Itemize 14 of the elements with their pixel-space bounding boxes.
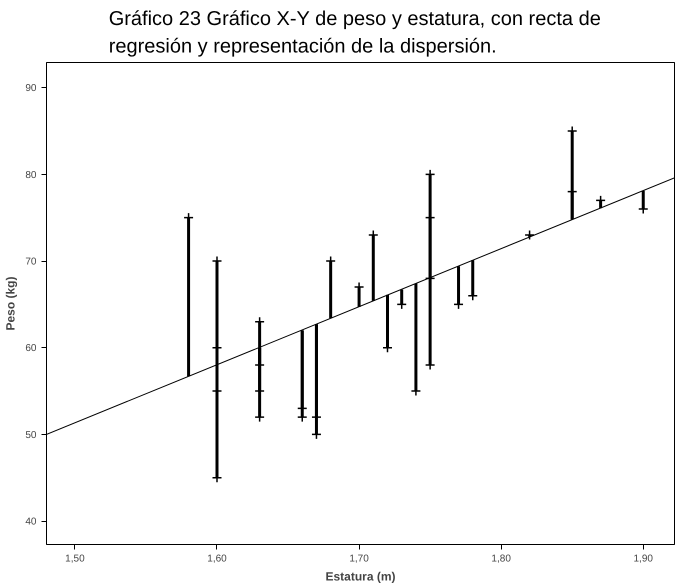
x-tick-label: 1,60 <box>207 554 228 564</box>
y-tick-label: 90 <box>25 83 37 94</box>
y-tick-label: 80 <box>25 170 37 181</box>
y-axis-title: Peso (kg) <box>3 276 18 331</box>
x-axis-title: Estatura (m) <box>325 570 396 584</box>
y-tick-label: 40 <box>25 516 37 528</box>
y-tick-label: 70 <box>25 256 37 268</box>
x-tick-label: 1,80 <box>491 554 512 564</box>
y-tick-label: 60 <box>25 343 37 354</box>
y-tick-label: 50 <box>25 430 37 441</box>
chart-title: Gráfico 23 Gráfico X-Y de peso y estatura, con recta de regresión y representación de la dispersión. <box>108 8 601 58</box>
x-tick-label: 1,50 <box>65 554 86 564</box>
x-tick-label: 1,70 <box>349 554 370 564</box>
x-tick-label: 1,90 <box>634 554 654 564</box>
